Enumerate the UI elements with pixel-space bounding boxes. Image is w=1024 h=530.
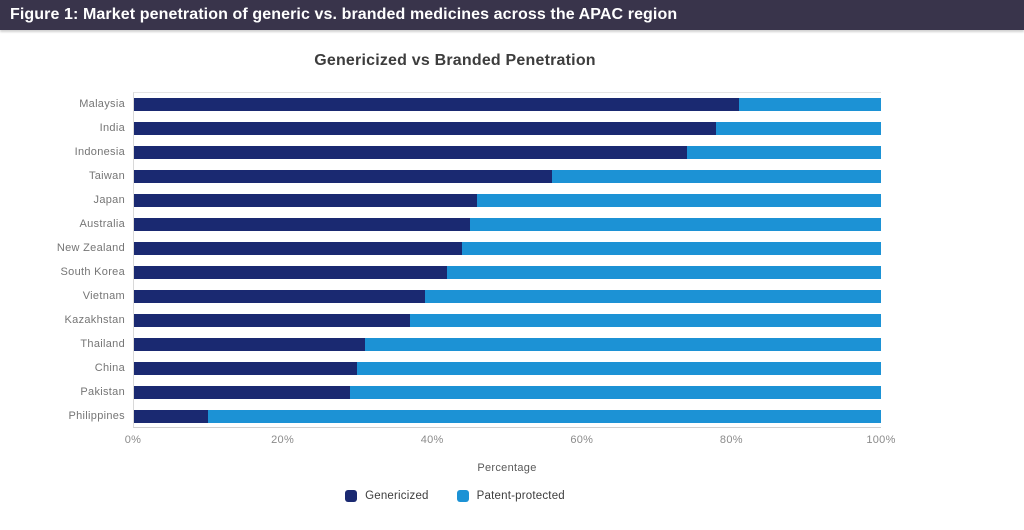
genericized-segment [133, 145, 687, 159]
patent-protected-segment [462, 241, 881, 255]
patent-protected-segment [738, 97, 881, 111]
bar-row: Thailand [25, 332, 885, 356]
patent-protected-segment [207, 409, 881, 423]
x-tick-label: 60% [570, 434, 594, 446]
x-axis-ticks: 0% 20% 40% 60% 80% 100% [125, 434, 896, 448]
bar-row: India [25, 116, 885, 140]
legend-item: Genericized [345, 490, 429, 502]
legend-label: Genericized [365, 490, 429, 502]
stacked-bar [133, 169, 881, 183]
bar-row: Indonesia [25, 140, 885, 164]
category-label: Japan [93, 194, 125, 206]
genericized-segment [133, 337, 365, 351]
chart-title: Genericized vs Branded Penetration [314, 52, 596, 69]
bar-row: Kazakhstan [25, 308, 885, 332]
genericized-segment [133, 385, 350, 399]
category-label: Taiwan [88, 170, 125, 182]
stacked-bar [133, 97, 881, 111]
patent-protected-segment [357, 361, 881, 375]
genericized-segment [133, 265, 448, 279]
bar-row: Philippines [25, 404, 885, 428]
chart-legend: Genericized Patent-protected [25, 490, 885, 502]
legend-item: Patent-protected [456, 490, 565, 502]
patent-protected-segment [364, 337, 881, 351]
bar-row: Taiwan [25, 164, 885, 188]
stacked-bar [133, 313, 881, 327]
figure-caption-text: Figure 1: Market penetration of generic … [10, 6, 678, 23]
stacked-bar [133, 265, 881, 279]
category-label: Thailand [80, 338, 125, 350]
x-tick-label: 20% [271, 434, 295, 446]
category-label: Kazakhstan [64, 314, 125, 326]
category-label: China [94, 362, 125, 374]
stacked-bar-chart: Genericized vs Branded Penetration Malay… [25, 50, 896, 502]
genericized-segment [133, 217, 470, 231]
patent-protected-segment [349, 385, 881, 399]
genericized-segment [133, 193, 478, 207]
stacked-bar [133, 409, 881, 423]
patent-protected-segment [409, 313, 881, 327]
genericized-segment [133, 169, 552, 183]
bar-row: South Korea [25, 260, 885, 284]
category-label: India [99, 122, 125, 134]
patent-protected-segment [447, 265, 881, 279]
genericized-segment [133, 361, 358, 375]
figure-caption-bar: Figure 1: Market penetration of generic … [0, 0, 1024, 30]
genericized-segment [133, 313, 410, 327]
stacked-bar [133, 145, 881, 159]
category-label: Pakistan [80, 386, 125, 398]
patent-protected-segment [477, 193, 881, 207]
patent-protected-segment [424, 289, 881, 303]
category-label: Vietnam [82, 290, 125, 302]
legend-swatch-icon [456, 490, 469, 502]
bar-row: Australia [25, 212, 885, 236]
category-label: Indonesia [74, 146, 125, 158]
x-tick-label: 40% [420, 434, 444, 446]
stacked-bar [133, 121, 881, 135]
category-label: Malaysia [79, 98, 125, 110]
bar-row: China [25, 356, 885, 380]
stacked-bar [133, 289, 881, 303]
patent-protected-segment [716, 121, 881, 135]
bar-row: Vietnam [25, 284, 885, 308]
bar-row: Japan [25, 188, 885, 212]
patent-protected-segment [469, 217, 881, 231]
category-label: New Zealand [56, 242, 125, 254]
x-tick-label: 80% [719, 434, 743, 446]
x-tick-label: 100% [866, 434, 896, 446]
patent-protected-segment [686, 145, 881, 159]
stacked-bar [133, 337, 881, 351]
stacked-bar [133, 385, 881, 399]
stacked-bar [133, 217, 881, 231]
plot-area: Malaysia India Indonesia Taiwan Japan [25, 92, 885, 428]
stacked-bar [133, 361, 881, 375]
x-tick-label: 0% [124, 434, 142, 446]
genericized-segment [133, 97, 739, 111]
genericized-segment [133, 409, 208, 423]
x-axis-title: Percentage [477, 462, 537, 474]
legend-label: Patent-protected [476, 490, 565, 502]
patent-protected-segment [551, 169, 881, 183]
bar-row: Pakistan [25, 380, 885, 404]
genericized-segment [133, 289, 425, 303]
stacked-bar [133, 241, 881, 255]
bar-row: New Zealand [25, 236, 885, 260]
legend-swatch-icon [345, 490, 358, 502]
genericized-segment [133, 121, 717, 135]
stacked-bar [133, 193, 881, 207]
category-label: South Korea [60, 266, 125, 278]
category-label: Australia [79, 218, 125, 230]
genericized-segment [133, 241, 463, 255]
category-label: Philippines [68, 410, 125, 422]
bar-row: Malaysia [25, 92, 885, 116]
